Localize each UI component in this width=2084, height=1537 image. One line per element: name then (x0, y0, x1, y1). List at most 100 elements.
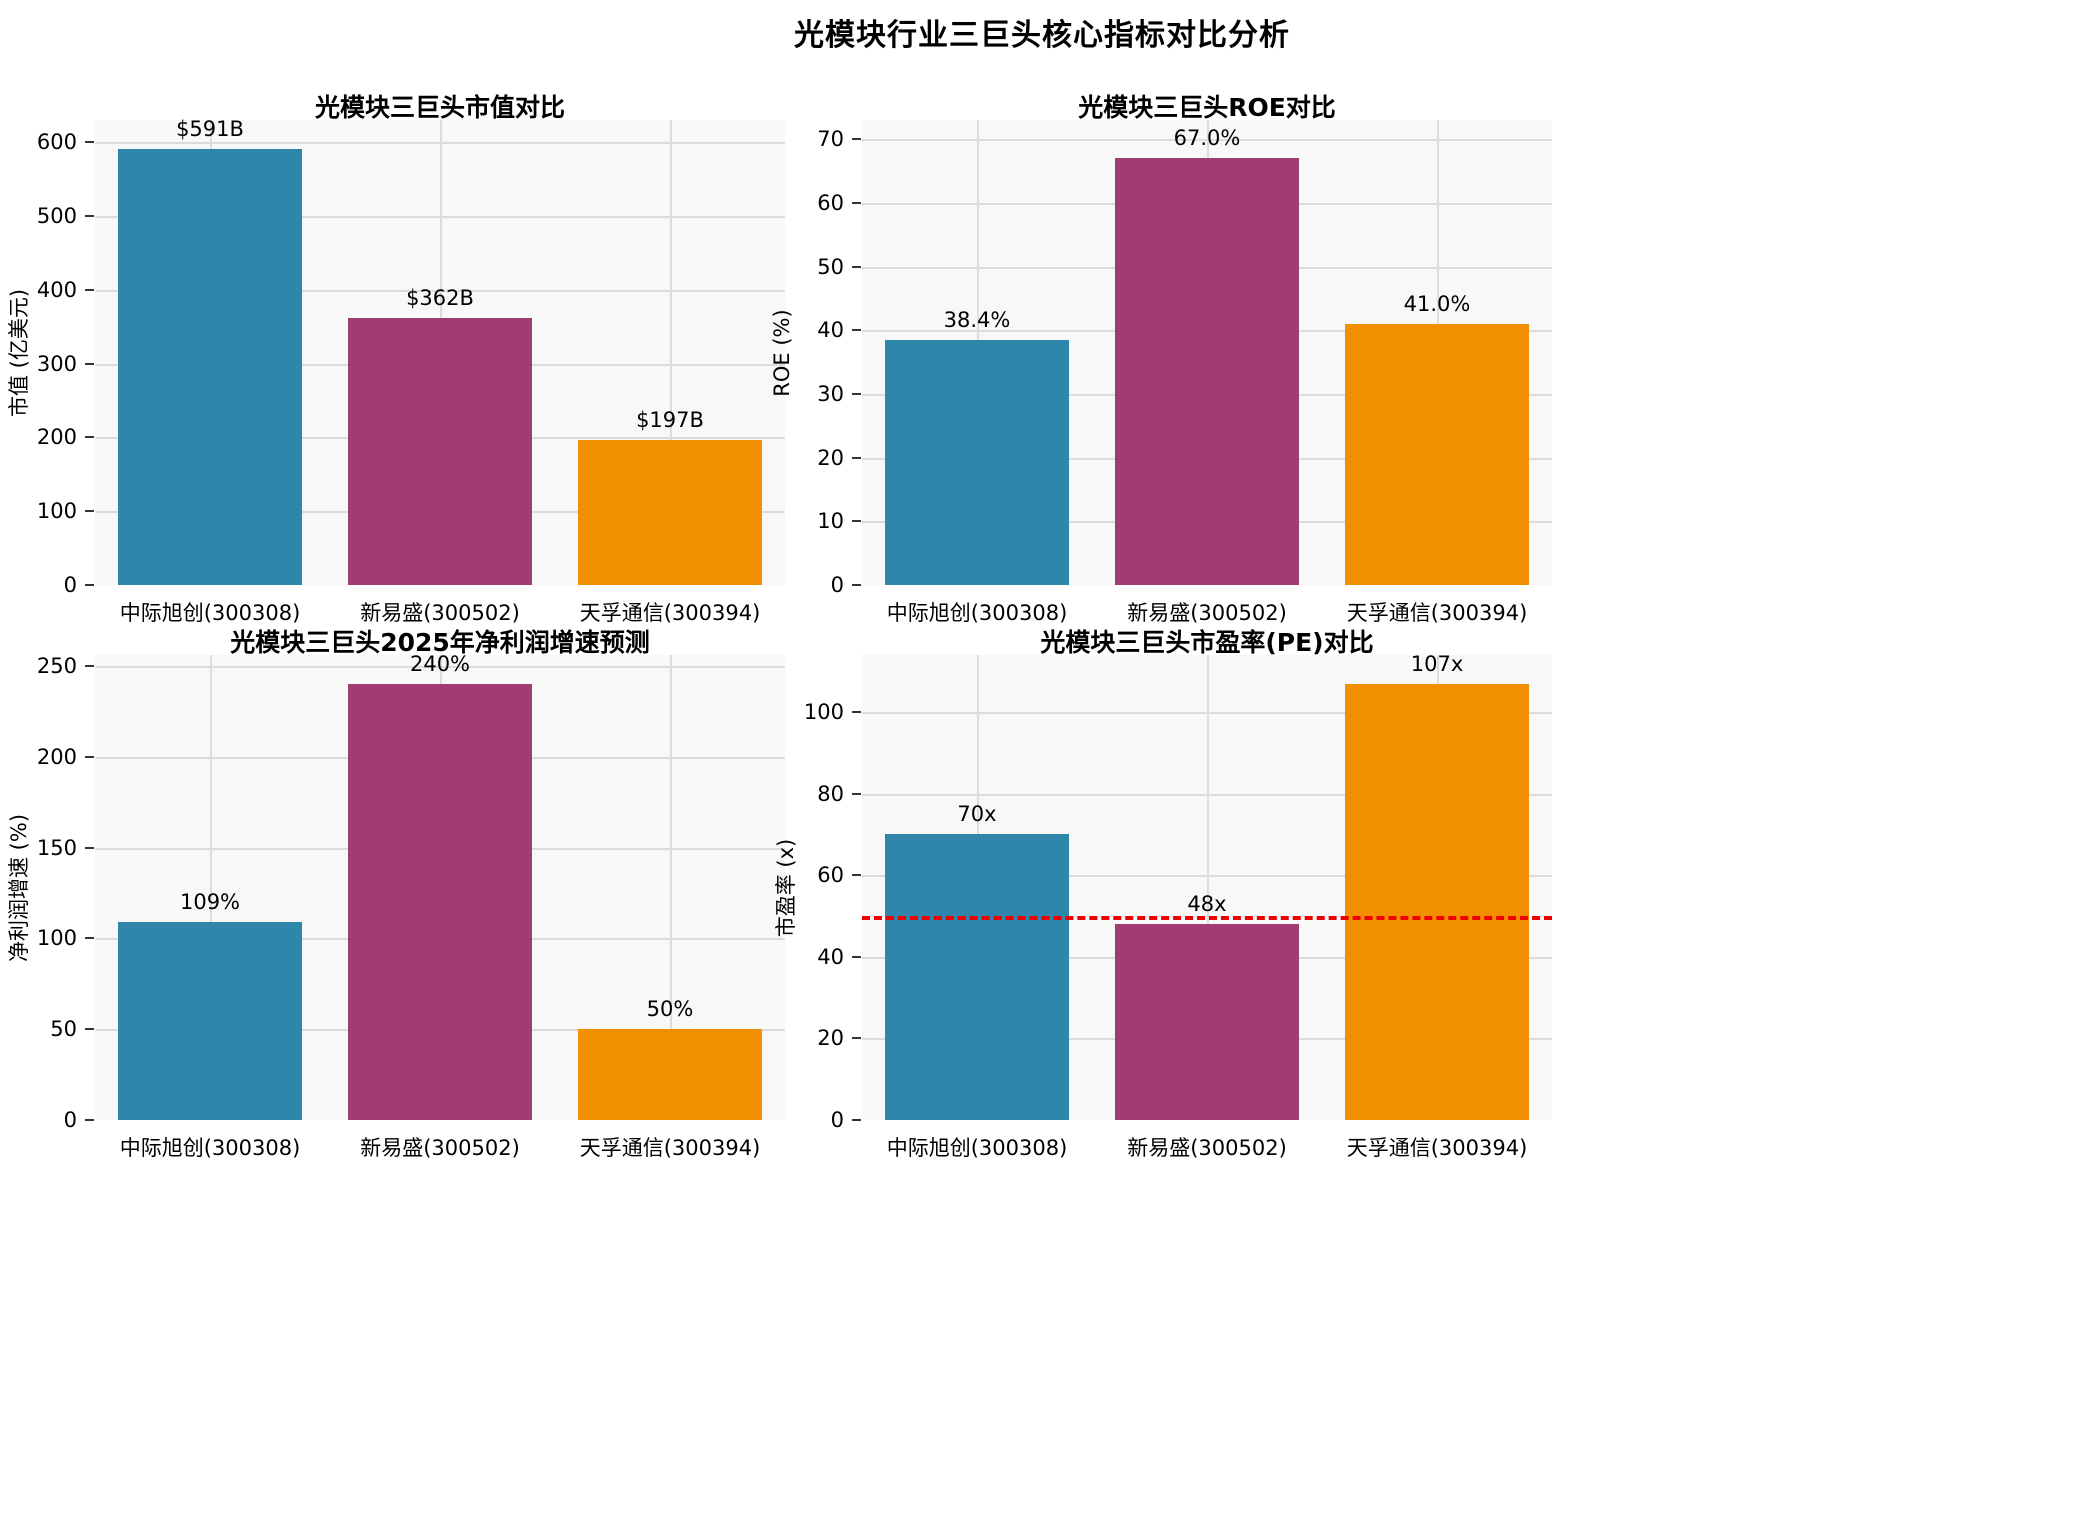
y-tick-label: 50 (817, 254, 844, 279)
y-tick-label: 70 (817, 127, 844, 152)
plot-area-roe (862, 120, 1552, 585)
y-tick-mark (85, 584, 94, 586)
y-tick-mark (852, 520, 861, 523)
y-tick-mark (85, 664, 94, 667)
x-tick-label: 新易盛(300502) (1127, 601, 1287, 625)
y-tick-label: 30 (817, 381, 844, 406)
y-tick-mark (852, 874, 861, 877)
y-axis-label-roe: ROE (%) (770, 308, 794, 397)
panel-profit-growth-title: 光模块三巨头2025年净利润增速预测 (230, 628, 650, 657)
bar-roe-0[interactable] (885, 340, 1069, 585)
y-tick-mark (85, 1028, 94, 1031)
y-tick-mark (852, 792, 861, 795)
y-tick-mark (85, 214, 94, 217)
x-tick-label: 天孚通信(300394) (1346, 601, 1528, 625)
y-tick-mark (85, 1119, 94, 1121)
y-tick-label: 20 (817, 445, 844, 470)
y-tick-label: 0 (830, 1108, 844, 1132)
y-tick-mark (852, 584, 861, 586)
y-tick-label: 500 (36, 203, 77, 228)
x-tick-label: 中际旭创(300308) (119, 601, 301, 625)
y-tick-label: 100 (803, 700, 844, 725)
gridline-vertical (670, 120, 672, 585)
y-tick-label: 200 (36, 744, 77, 769)
bar-profit-growth-0[interactable] (118, 922, 302, 1120)
y-tick-mark (852, 1119, 861, 1121)
y-tick-label: 60 (817, 190, 844, 215)
y-tick-mark (85, 362, 94, 365)
y-tick-mark (852, 201, 861, 204)
y-tick-mark (85, 846, 94, 849)
x-tick-label: 新易盛(300502) (1127, 1136, 1287, 1160)
y-tick-label: 100 (36, 499, 77, 524)
gridline-vertical (670, 655, 672, 1120)
y-tick-mark (852, 1037, 861, 1040)
bar-value-label: 38.4% (943, 308, 1011, 333)
y-axis-label-profit-growth: 净利润增速 (%) (7, 813, 31, 962)
y-tick-label: 10 (817, 509, 844, 534)
y-axis-label-market-cap: 市值 (亿美元) (7, 288, 31, 417)
y-tick-label: 40 (817, 944, 844, 969)
bar-roe-1[interactable] (1115, 158, 1299, 585)
x-tick-label: 新易盛(300502) (360, 601, 520, 625)
bar-profit-growth-2[interactable] (578, 1029, 762, 1120)
bar-pe-ratio-1[interactable] (1115, 924, 1299, 1120)
y-tick-label: 300 (36, 351, 77, 376)
bar-market-cap-2[interactable] (578, 439, 762, 585)
bar-profit-growth-1[interactable] (348, 684, 532, 1120)
bar-roe-2[interactable] (1345, 323, 1529, 585)
y-tick-mark (85, 288, 94, 291)
x-tick-label: 天孚通信(300394) (1346, 1136, 1528, 1160)
y-tick-label: 40 (817, 318, 844, 343)
y-tick-label: 0 (63, 1108, 77, 1132)
plot-area-profit-growth (95, 655, 785, 1120)
y-tick-label: 100 (36, 926, 77, 951)
y-tick-label: 400 (36, 277, 77, 302)
y-tick-mark (852, 456, 861, 459)
figure-suptitle: 光模块行业三巨头核心指标对比分析 (794, 18, 1290, 53)
x-tick-label: 中际旭创(300308) (119, 1136, 301, 1160)
x-tick-label: 天孚通信(300394) (579, 601, 761, 625)
plot-area-pe-ratio (862, 655, 1552, 1120)
y-tick-mark (852, 392, 861, 395)
y-tick-label: 60 (817, 863, 844, 888)
panel-pe-ratio-title: 光模块三巨头市盈率(PE)对比 (1040, 628, 1374, 657)
bar-value-label: 109% (179, 890, 241, 914)
bar-market-cap-1[interactable] (348, 317, 532, 585)
x-tick-label: 中际旭创(300308) (886, 601, 1068, 625)
bar-value-label: 107x (1410, 651, 1464, 676)
bar-value-label: $362B (406, 285, 474, 310)
y-tick-label: 50 (50, 1017, 77, 1042)
panel-market-cap-title: 光模块三巨头市值对比 (314, 93, 565, 122)
y-tick-mark (852, 329, 861, 332)
bar-value-label: 48x (1187, 892, 1227, 917)
reference-line (862, 916, 1552, 921)
gridline-vertical (210, 655, 212, 1120)
x-tick-label: 新易盛(300502) (360, 1136, 520, 1160)
bar-market-cap-0[interactable] (118, 148, 302, 585)
bar-value-label: 240% (409, 652, 471, 677)
y-tick-mark (852, 138, 861, 141)
bar-pe-ratio-0[interactable] (885, 834, 1069, 1120)
y-tick-label: 200 (36, 425, 77, 450)
bar-value-label: $197B (636, 407, 704, 432)
bar-value-label: 41.0% (1403, 291, 1471, 316)
bar-pe-ratio-2[interactable] (1345, 683, 1529, 1120)
y-tick-label: 80 (817, 781, 844, 806)
bar-value-label: 70x (957, 802, 997, 827)
plot-area-market-cap (95, 120, 785, 585)
y-tick-label: 150 (36, 835, 77, 860)
y-tick-mark (85, 436, 94, 439)
y-tick-label: 0 (63, 573, 77, 597)
bar-value-label: $591B (176, 116, 244, 141)
y-tick-mark (85, 510, 94, 513)
bar-value-label: 67.0% (1173, 126, 1241, 151)
y-axis-label-pe-ratio: 市盈率 (x) (774, 838, 798, 937)
y-tick-mark (85, 755, 94, 758)
bar-value-label: 50% (646, 997, 694, 1022)
y-tick-mark (85, 937, 94, 940)
y-tick-mark (852, 265, 861, 268)
y-tick-label: 0 (830, 573, 844, 597)
gridline-vertical (1207, 655, 1209, 1120)
